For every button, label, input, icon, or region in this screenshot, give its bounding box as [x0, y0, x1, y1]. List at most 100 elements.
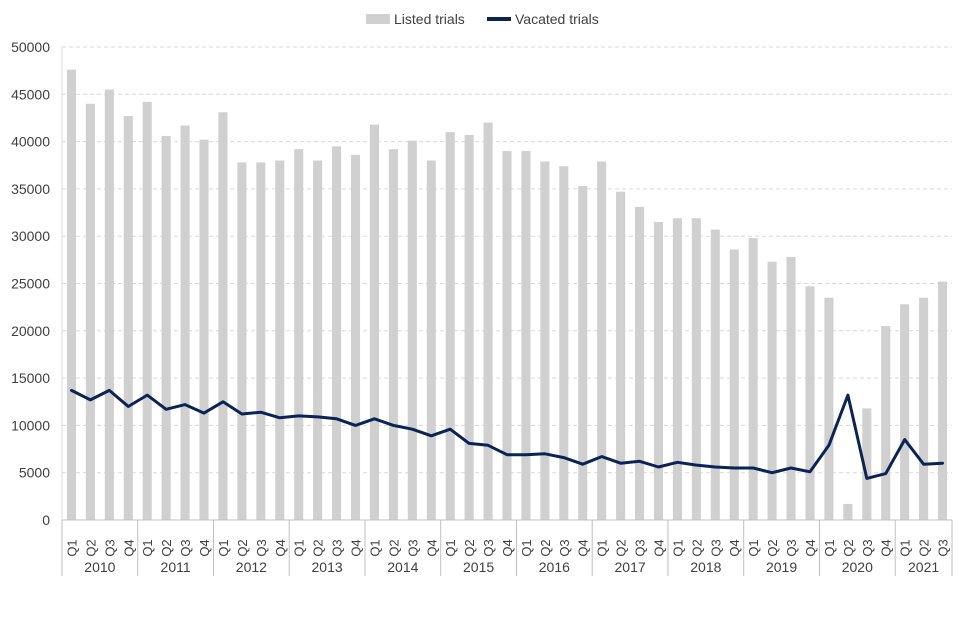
bar-listed-trials — [881, 326, 891, 520]
x-tick-label-quarter: Q4 — [424, 539, 439, 556]
bar-listed-trials — [464, 134, 474, 520]
bar-listed-trials — [445, 132, 455, 520]
x-tick-label-quarter: Q4 — [651, 539, 666, 556]
x-tick-label-quarter: Q1 — [670, 539, 685, 556]
x-tick-label-quarter: Q3 — [557, 539, 572, 556]
bar-listed-trials — [426, 160, 436, 520]
bar-listed-trials — [616, 191, 626, 520]
x-tick-label-year: 2017 — [615, 559, 646, 575]
x-tick-label-year: 2010 — [84, 559, 115, 575]
x-tick-label-year: 2019 — [766, 559, 797, 575]
x-tick-label-quarter: Q3 — [633, 539, 648, 556]
x-tick-label-quarter: Q2 — [159, 539, 174, 556]
bar-listed-trials — [521, 151, 531, 520]
x-tick-label-quarter: Q2 — [462, 539, 477, 556]
bar-listed-trials — [748, 238, 758, 521]
bar-listed-trials — [142, 101, 152, 521]
x-tick-label-quarter: Q2 — [689, 539, 704, 556]
x-tick-label-quarter: Q3 — [405, 539, 420, 556]
bar-listed-trials — [123, 116, 133, 521]
y-tick-label: 0 — [42, 512, 50, 528]
y-tick-label: 40000 — [11, 134, 50, 150]
bar-listed-trials — [369, 124, 379, 521]
x-tick-label-year: 2014 — [387, 559, 418, 575]
x-tick-label-quarter: Q1 — [292, 539, 307, 556]
x-tick-label-quarter: Q1 — [746, 539, 761, 556]
x-tick-label-quarter: Q4 — [121, 539, 136, 556]
x-tick-label-quarter: Q4 — [803, 539, 818, 556]
bar-listed-trials — [805, 286, 815, 520]
y-tick-label: 50000 — [11, 39, 50, 55]
bar-listed-trials — [313, 160, 323, 520]
y-tick-label: 35000 — [11, 181, 50, 197]
bar-listed-trials — [483, 122, 493, 521]
x-tick-label-year: 2015 — [463, 559, 494, 575]
x-tick-label-quarter: Q2 — [538, 539, 553, 556]
x-tick-label-quarter: Q4 — [576, 539, 591, 556]
bar-listed-trials — [653, 222, 664, 520]
bar-listed-trials — [180, 125, 190, 520]
x-tick-label-quarter: Q3 — [936, 539, 951, 556]
bar-listed-trials — [294, 149, 304, 520]
y-tick-label: 10000 — [11, 417, 50, 433]
bar-listed-trials — [710, 229, 720, 520]
x-tick-label-quarter: Q1 — [519, 539, 534, 556]
y-tick-label: 5000 — [19, 465, 50, 481]
bar-listed-trials — [256, 162, 266, 521]
bar-listed-trials — [862, 408, 872, 520]
x-tick-label-quarter: Q2 — [765, 539, 780, 556]
bar-listed-trials — [502, 151, 512, 520]
x-tick-label-year: 2012 — [236, 559, 267, 575]
y-tick-label: 25000 — [11, 276, 50, 292]
bar-listed-trials — [332, 146, 342, 520]
x-tick-label-quarter: Q1 — [64, 539, 79, 556]
bar-listed-trials — [672, 218, 682, 520]
bar-listed-trials — [578, 186, 588, 520]
x-tick-label-year: 2013 — [312, 559, 343, 575]
x-tick-label-quarter: Q3 — [102, 539, 117, 556]
bar-listed-trials — [275, 160, 285, 520]
x-tick-label-quarter: Q3 — [481, 539, 496, 556]
y-tick-label: 20000 — [11, 323, 50, 339]
bar-listed-trials — [767, 261, 777, 520]
x-tick-label-quarter: Q2 — [83, 539, 98, 556]
bar-listed-trials — [729, 249, 739, 520]
bar-listed-trials — [237, 162, 247, 521]
bar-listed-trials — [786, 257, 796, 520]
x-tick-label-quarter: Q3 — [330, 539, 345, 556]
y-tick-label: 45000 — [11, 86, 50, 102]
bar-listed-trials — [199, 139, 209, 520]
bar-listed-trials — [540, 161, 550, 520]
y-tick-label: 30000 — [11, 228, 50, 244]
x-tick-label-quarter: Q1 — [367, 539, 382, 556]
x-tick-label-year: 2016 — [539, 559, 570, 575]
bar-listed-trials — [597, 161, 607, 520]
y-tick-label: 15000 — [11, 370, 50, 386]
legend-swatch-listed — [366, 14, 390, 24]
bar-listed-trials — [161, 135, 171, 520]
x-tick-label-year: 2020 — [842, 559, 873, 575]
x-tick-label-quarter: Q1 — [898, 539, 913, 556]
x-tick-label-quarter: Q3 — [784, 539, 799, 556]
bars-listed-trials — [66, 69, 948, 521]
x-tick-label-quarter: Q4 — [349, 539, 364, 556]
x-tick-label-quarter: Q1 — [140, 539, 155, 556]
x-tick-label-year: 2018 — [690, 559, 721, 575]
legend-label-vacated: Vacated trials — [515, 11, 599, 27]
x-tick-label-quarter: Q1 — [216, 539, 231, 556]
line-vacated-trials — [70, 388, 944, 480]
bar-listed-trials — [691, 218, 701, 520]
x-tick-label-quarter: Q4 — [879, 539, 894, 556]
x-tick-label-quarter: Q2 — [235, 539, 250, 556]
bar-listed-trials — [66, 69, 77, 520]
legend: Listed trials Vacated trials — [366, 11, 599, 27]
bar-listed-trials — [937, 281, 948, 520]
bar-listed-trials — [104, 89, 114, 520]
x-tick-label-year: 2011 — [161, 559, 191, 575]
x-tick-label-quarter: Q2 — [614, 539, 629, 556]
bar-listed-trials — [218, 112, 228, 521]
x-tick-label-quarter: Q3 — [254, 539, 269, 556]
bar-listed-trials — [843, 503, 853, 520]
x-tick-label-quarter: Q3 — [178, 539, 193, 556]
